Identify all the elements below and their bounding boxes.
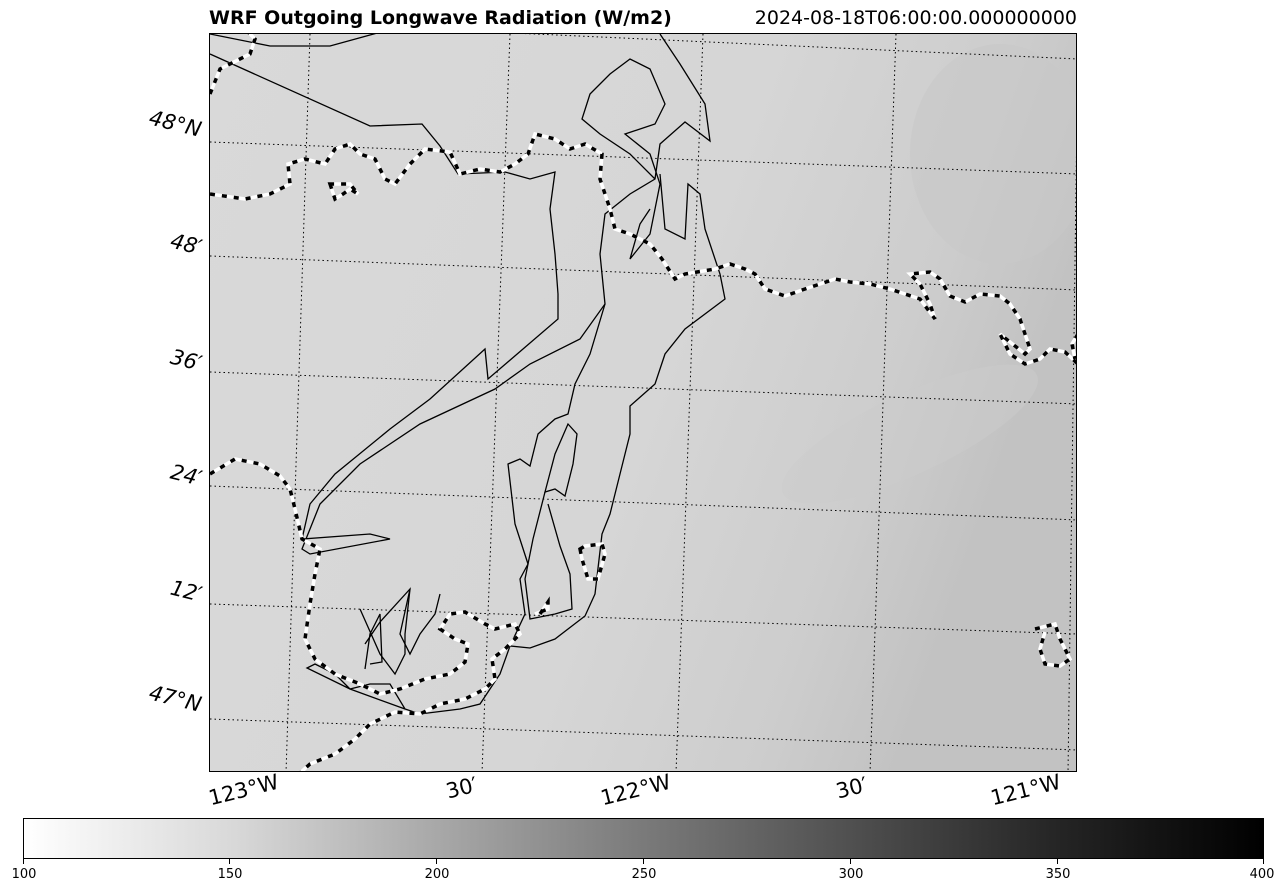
lat-label-12-min: 12′ [168,575,205,607]
map-canvas [210,34,1076,771]
colorbar-label-400: 400 [1249,867,1275,882]
lat-label-47n: 47°N [146,680,204,717]
lon-label-30-min-a: 30′ [443,772,480,804]
colorbar-label-250: 250 [631,867,657,882]
colorbar-tick [643,859,644,864]
colorbar-tick [850,859,851,864]
lat-label-24-min: 24′ [168,459,205,491]
colorbar-label-150: 150 [217,867,243,882]
lon-label-121w: 121°W [988,769,1064,811]
map-timestamp: 2024-08-18T06:00:00.000000000 [754,7,1077,29]
lat-label-48-min: 48′ [168,228,205,260]
colorbar-label-200: 200 [424,867,450,882]
colorbar-tick [1057,859,1058,864]
colorbar-tick [1263,859,1264,864]
lat-label-36-min: 36′ [168,344,205,376]
colorbar-tick [229,859,230,864]
colorbar-tick [436,859,437,864]
colorbar [23,818,1264,859]
admin-borders [210,34,1076,771]
colorbar-label-100: 100 [11,867,37,882]
lon-label-30-min-b: 30′ [833,772,870,804]
lon-label-123w: 123°W [206,769,282,811]
lon-label-122w: 122°W [598,769,674,811]
colorbar-tick [23,859,24,864]
graticule-lon [285,34,1076,771]
map-title: WRF Outgoing Longwave Radiation (W/m2) [209,7,672,29]
colorbar-label-350: 350 [1045,867,1071,882]
map-panel[interactable] [209,33,1077,772]
colorbar-label-300: 300 [838,867,864,882]
lat-label-48n: 48°N [146,105,204,142]
